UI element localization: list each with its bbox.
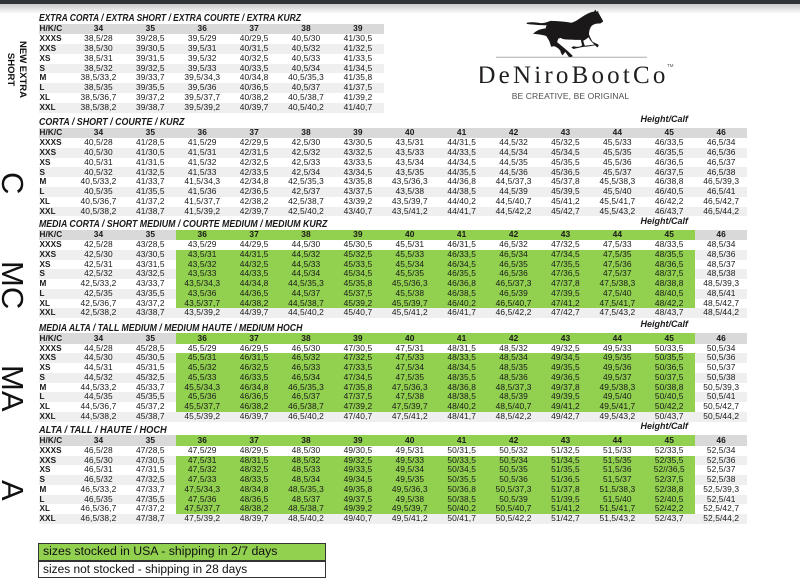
svg-text:DeNiroBootCo: DeNiroBootCo: [480, 62, 669, 89]
svg-text:TM: TM: [667, 63, 674, 68]
svg-text:BE CREATIVE, BE ORIGINAL: BE CREATIVE, BE ORIGINAL: [512, 91, 630, 101]
